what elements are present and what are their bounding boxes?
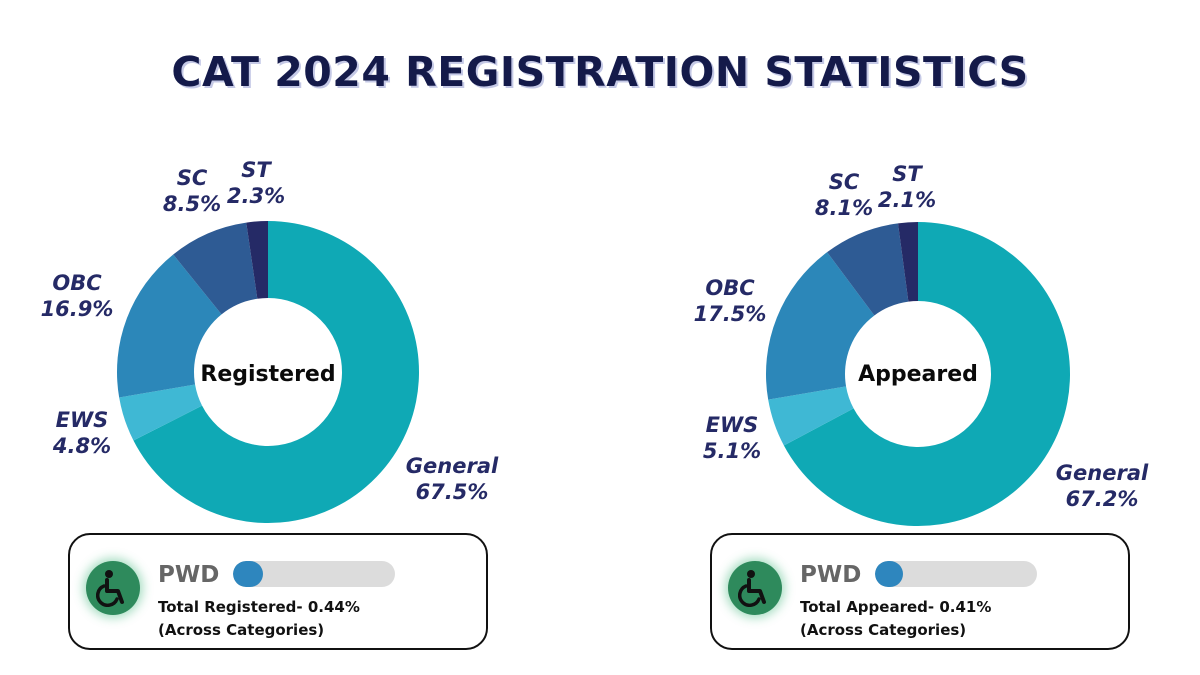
donut-center-label: Registered bbox=[200, 362, 335, 387]
appeared-donut-chart: Appeared General 67.2% EWS 5.1% OBC 17.5% SC 8.… bbox=[600, 150, 1180, 530]
slice-name: ST bbox=[892, 162, 923, 186]
slice-percent: 2.3% bbox=[227, 184, 285, 208]
pwd-progress-fill bbox=[233, 561, 263, 587]
slice-percent: 8.5% bbox=[163, 192, 221, 216]
slice-percent: 8.1% bbox=[815, 196, 873, 220]
slice-name: General bbox=[406, 454, 499, 478]
pwd-total-text: Total Registered- 0.44% bbox=[158, 598, 360, 616]
slice-label-general: General 67.2% bbox=[1056, 461, 1149, 511]
slice-label-obc: OBC 17.5% bbox=[694, 276, 767, 326]
slice-name: SC bbox=[177, 166, 208, 190]
slice-general bbox=[133, 221, 419, 523]
slice-percent: 5.1% bbox=[703, 439, 761, 463]
slice-ews bbox=[119, 384, 203, 441]
registered-donut-svg: Registered General 67.5% EWS 4.8% OBC 16.9% SC… bbox=[41, 158, 499, 523]
slice-label-ews: EWS 5.1% bbox=[703, 413, 761, 463]
slice-obc bbox=[116, 254, 222, 398]
slice-label-ews: EWS 4.8% bbox=[52, 408, 111, 458]
pwd-label: PWD bbox=[800, 562, 862, 588]
slice-name: OBC bbox=[52, 271, 102, 295]
donut-center-label: Appeared bbox=[858, 362, 978, 387]
slice-ews bbox=[768, 386, 854, 446]
slice-percent: 16.9% bbox=[41, 297, 114, 321]
slice-obc bbox=[766, 252, 875, 400]
pwd-progress-fill bbox=[875, 561, 903, 587]
slice-name: General bbox=[1056, 461, 1149, 485]
slice-name: EWS bbox=[706, 413, 759, 437]
slice-label-general: General 67.5% bbox=[406, 454, 499, 504]
slice-name: ST bbox=[241, 158, 272, 182]
wheelchair-icon bbox=[728, 561, 782, 615]
page-title: CAT 2024 REGISTRATION STATISTICS bbox=[171, 48, 1029, 96]
slice-name: OBC bbox=[705, 276, 755, 300]
pwd-progress-bar bbox=[233, 561, 395, 587]
pwd-note-text: (Across Categories) bbox=[800, 621, 967, 639]
pwd-total-text: Total Appeared- 0.41% bbox=[800, 598, 992, 616]
wheelchair-icon bbox=[86, 561, 140, 615]
pwd-note-text: (Across Categories) bbox=[158, 621, 325, 639]
slice-sc bbox=[173, 222, 258, 315]
slice-percent: 67.2% bbox=[1066, 487, 1139, 511]
slice-general bbox=[783, 222, 1070, 526]
slice-label-st: ST 2.3% bbox=[227, 158, 285, 208]
slice-percent: 67.5% bbox=[416, 480, 489, 504]
slice-label-obc: OBC 16.9% bbox=[41, 271, 114, 321]
slice-label-sc: SC 8.5% bbox=[163, 166, 221, 216]
slice-percent: 17.5% bbox=[694, 302, 767, 326]
slice-percent: 2.1% bbox=[878, 188, 936, 212]
slice-label-sc: SC 8.1% bbox=[815, 170, 873, 220]
slice-st bbox=[898, 222, 918, 302]
slice-percent: 4.8% bbox=[52, 434, 111, 458]
registered-donut-chart: Registered General 67.5% EWS 4.8% OBC 16.9% SC… bbox=[0, 150, 560, 530]
pwd-registered-card: PWD Total Registered- 0.44% (Across Cate… bbox=[68, 533, 488, 650]
appeared-donut-svg: Appeared General 67.2% EWS 5.1% OBC 17.5% SC 8.… bbox=[694, 162, 1149, 526]
slice-name: EWS bbox=[56, 408, 109, 432]
pwd-label: PWD bbox=[158, 562, 220, 588]
slice-name: SC bbox=[829, 170, 860, 194]
slice-sc bbox=[827, 223, 909, 316]
pwd-progress-bar bbox=[875, 561, 1037, 587]
slice-st bbox=[246, 221, 268, 299]
slice-label-st: ST 2.1% bbox=[878, 162, 936, 212]
pwd-appeared-card: PWD Total Appeared- 0.41% (Across Catego… bbox=[710, 533, 1130, 650]
